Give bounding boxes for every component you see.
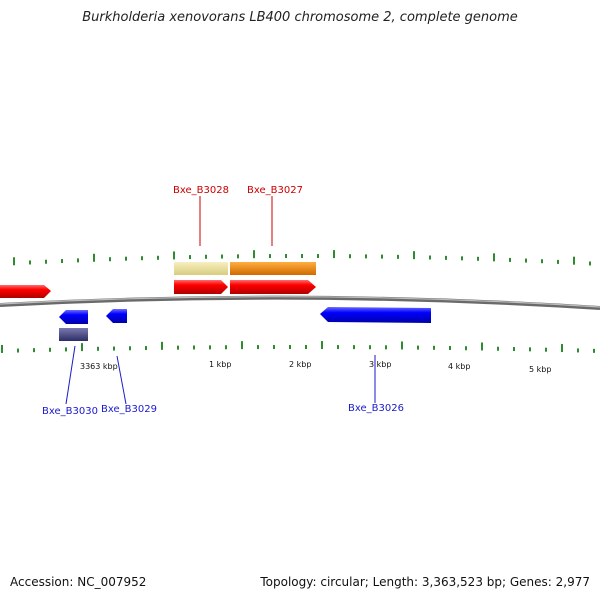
scale-label: 1 kbp bbox=[209, 360, 231, 369]
gene-label-bxe-b3026[interactable]: Bxe_B3026 bbox=[348, 403, 404, 414]
scale-label: 3 kbp bbox=[369, 360, 391, 369]
accession-text: Accession: NC_007952 bbox=[10, 575, 147, 589]
gene-label-bxe-b3027[interactable]: Bxe_B3027 bbox=[247, 185, 303, 196]
scale-label: 4 kbp bbox=[448, 362, 470, 371]
gene-label-bxe-b3028[interactable]: Bxe_B3028 bbox=[173, 185, 229, 196]
leader-line-bxe-b3029 bbox=[116, 355, 127, 405]
feature-orange[interactable] bbox=[230, 262, 316, 275]
outer-scale-ticks bbox=[13, 250, 591, 266]
genome-summary: Topology: circular; Length: 3,363,523 bp… bbox=[260, 575, 590, 589]
cds-bxe-b3027[interactable] bbox=[230, 280, 316, 294]
inner-scale-ticks bbox=[1, 341, 595, 353]
scale-label: 5 kbp bbox=[529, 365, 551, 374]
genome-backbone bbox=[0, 295, 600, 310]
map-title: Burkholderia xenovorans LB400 chromosome… bbox=[82, 10, 518, 25]
scale-label: 2 kbp bbox=[289, 360, 311, 369]
cds-bxe-b3028[interactable] bbox=[174, 280, 228, 294]
cds-bxe-b3030[interactable] bbox=[59, 310, 88, 324]
scale-label: 3363 kbp bbox=[80, 362, 118, 371]
gene-label-bxe-b3029[interactable]: Bxe_B3029 bbox=[101, 404, 157, 415]
cds-forward[interactable] bbox=[0, 285, 51, 298]
leader-line-bxe-b3030 bbox=[65, 345, 76, 405]
feature-dark[interactable] bbox=[59, 328, 88, 341]
feature-light[interactable] bbox=[174, 262, 228, 275]
genome-backbone-highlight bbox=[0, 296, 600, 308]
cds-bxe-b3029[interactable] bbox=[106, 309, 127, 323]
cds-bxe-b3026[interactable] bbox=[320, 307, 431, 323]
gene-label-bxe-b3030[interactable]: Bxe_B3030 bbox=[42, 406, 98, 417]
